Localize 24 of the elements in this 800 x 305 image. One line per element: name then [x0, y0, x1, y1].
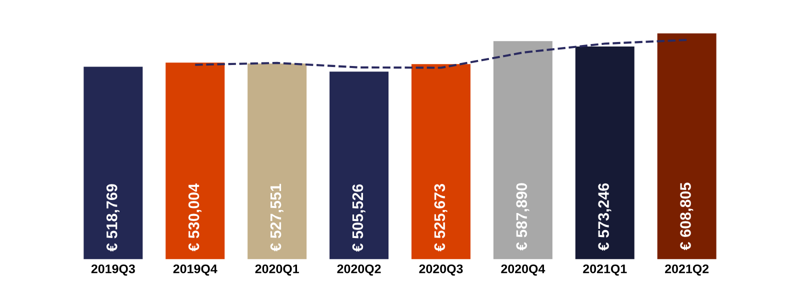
- bar: [84, 66, 143, 260]
- bar: [493, 41, 552, 260]
- data-label: € 518,769: [106, 184, 120, 252]
- data-label: € 573,246: [598, 183, 612, 251]
- x-tick-label: 2020Q4: [501, 264, 546, 276]
- data-label: € 505,526: [352, 184, 366, 252]
- x-tick-label: 2021Q1: [583, 264, 627, 276]
- bar: [248, 63, 307, 260]
- data-label: € 530,004: [188, 184, 202, 252]
- data-label: € 525,673: [434, 184, 448, 252]
- x-tick-label: 2020Q3: [419, 264, 463, 276]
- bar: [166, 62, 225, 260]
- bar: [330, 72, 389, 260]
- x-tick-label: 2019Q3: [91, 264, 135, 276]
- bar: [657, 33, 716, 260]
- x-tick-label: 2021Q2: [665, 264, 709, 276]
- bar: [575, 46, 634, 260]
- x-tick-label: 2019Q4: [173, 264, 218, 276]
- data-label: € 527,551: [270, 184, 284, 252]
- bar: [411, 64, 470, 260]
- data-label: € 587,890: [516, 183, 530, 250]
- x-tick-label: 2020Q1: [255, 264, 299, 276]
- x-tick-label: 2020Q2: [337, 264, 381, 276]
- data-label: € 608,805: [680, 182, 694, 250]
